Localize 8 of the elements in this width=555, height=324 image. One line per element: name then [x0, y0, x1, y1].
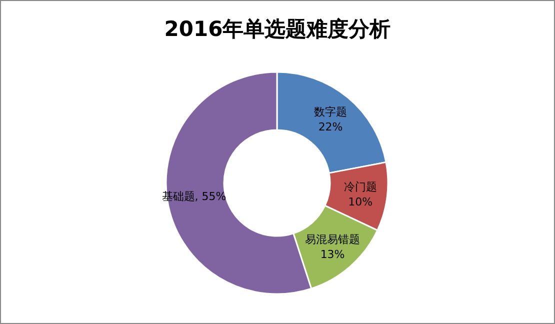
- slice-label: 冷门题: [344, 180, 377, 194]
- data-label: 22%: [318, 120, 343, 134]
- slice-label: 数字题: [314, 105, 348, 118]
- slice-label: 基础题, 55%: [162, 190, 226, 204]
- data-label: 13%: [320, 248, 345, 262]
- data-label: 10%: [348, 196, 373, 209]
- chart-title: 2016年单选题难度分析: [164, 17, 391, 41]
- slice-label: 易混易错题: [305, 233, 360, 246]
